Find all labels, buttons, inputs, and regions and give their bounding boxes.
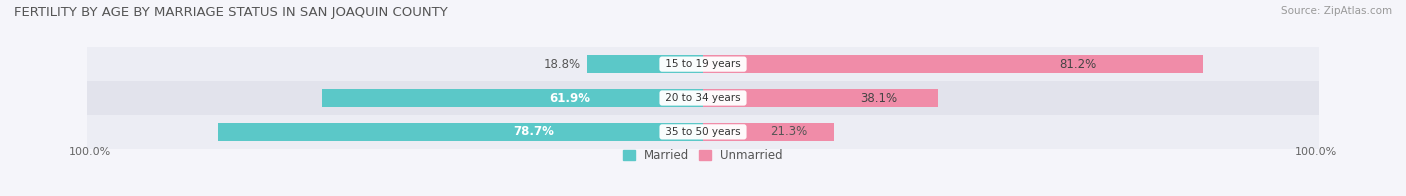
Text: 100.0%: 100.0% bbox=[1295, 147, 1337, 157]
Text: 78.7%: 78.7% bbox=[513, 125, 554, 138]
Text: 21.3%: 21.3% bbox=[769, 125, 807, 138]
Bar bbox=[588, 55, 703, 73]
Bar bbox=[703, 89, 938, 107]
Bar bbox=[87, 47, 1319, 81]
Bar bbox=[703, 123, 834, 141]
Text: 18.8%: 18.8% bbox=[544, 58, 581, 71]
Bar bbox=[87, 115, 1319, 149]
Text: 100.0%: 100.0% bbox=[69, 147, 111, 157]
Text: Source: ZipAtlas.com: Source: ZipAtlas.com bbox=[1281, 6, 1392, 16]
Bar bbox=[322, 89, 703, 107]
Text: 61.9%: 61.9% bbox=[550, 92, 591, 104]
Text: 81.2%: 81.2% bbox=[1060, 58, 1097, 71]
Bar bbox=[218, 123, 703, 141]
Bar bbox=[87, 81, 1319, 115]
Text: 20 to 34 years: 20 to 34 years bbox=[662, 93, 744, 103]
Bar bbox=[703, 55, 1204, 73]
Text: FERTILITY BY AGE BY MARRIAGE STATUS IN SAN JOAQUIN COUNTY: FERTILITY BY AGE BY MARRIAGE STATUS IN S… bbox=[14, 6, 447, 19]
Text: 38.1%: 38.1% bbox=[860, 92, 897, 104]
Legend: Married, Unmarried: Married, Unmarried bbox=[619, 144, 787, 167]
Text: 35 to 50 years: 35 to 50 years bbox=[662, 127, 744, 137]
Text: 15 to 19 years: 15 to 19 years bbox=[662, 59, 744, 69]
